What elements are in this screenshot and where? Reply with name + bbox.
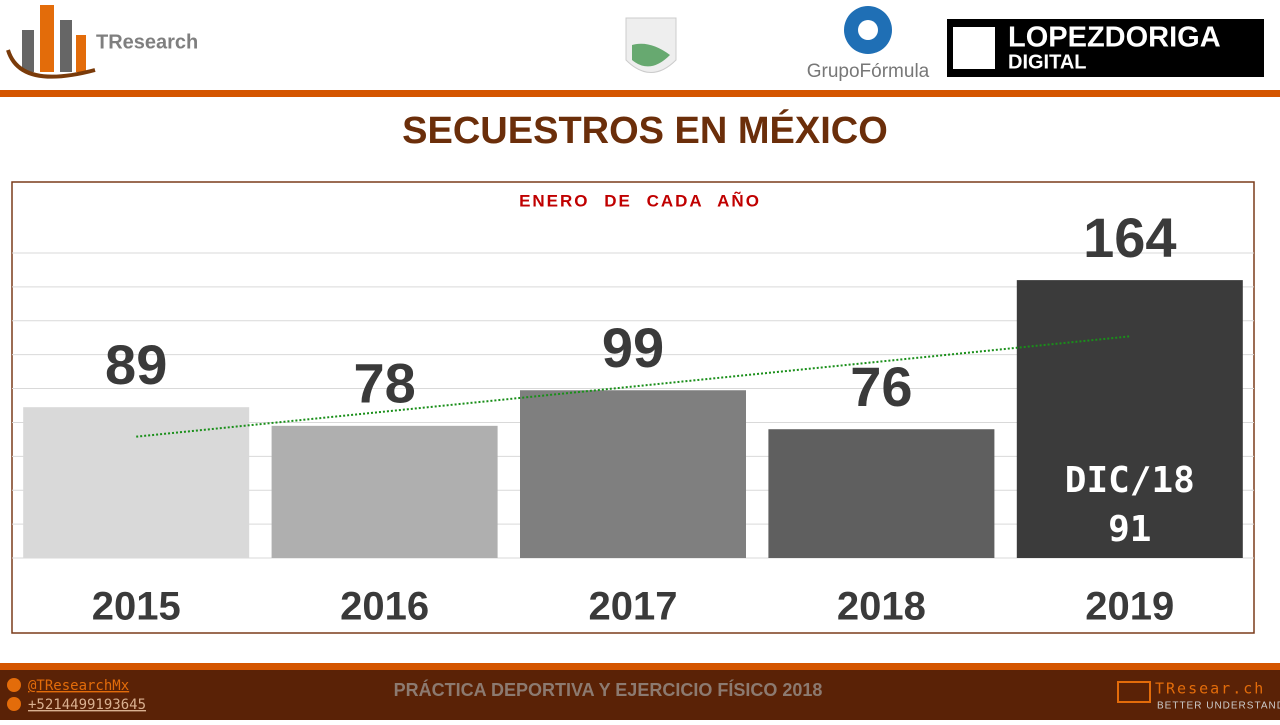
chart-title: SECUESTROS EN MÉXICO <box>402 108 888 152</box>
tresearch-logo <box>6 5 96 79</box>
x-tick-label: 2018 <box>837 585 926 629</box>
value-label: 99 <box>602 316 664 379</box>
partner1: GrupoFórmula <box>807 61 930 82</box>
phone-icon <box>7 697 21 711</box>
x-tick-label: 2015 <box>92 585 181 629</box>
phone[interactable]: +5214499193645 <box>28 697 146 713</box>
partner2-sub: DIGITAL <box>1008 51 1087 73</box>
trendline <box>136 335 1130 438</box>
footer-stripe <box>0 663 1280 670</box>
twitter-icon <box>7 678 21 692</box>
bar <box>23 407 250 558</box>
value-label: 164 <box>1083 206 1176 269</box>
brand: TResearch <box>96 31 198 53</box>
grupo-formula-logo <box>844 6 892 54</box>
bar <box>520 390 746 558</box>
x-tick-label: 2017 <box>589 585 678 629</box>
bar <box>1016 280 1243 558</box>
value-label: 78 <box>353 352 415 415</box>
partner2: LOPEZDORIGA <box>1008 22 1221 54</box>
footer-title: PRÁCTICA DEPORTIVA Y EJERCICIO FÍSICO 20… <box>394 679 823 700</box>
footer-logo <box>1117 681 1151 703</box>
lopezdoriga-icon <box>953 27 995 69</box>
bar <box>768 429 995 558</box>
site[interactable]: TResear.ch <box>1155 680 1265 698</box>
footer-bar <box>0 663 1280 720</box>
lopezdoriga-logo <box>947 19 1264 77</box>
bar <box>271 425 498 558</box>
tagline: BETTER UNDERSTAND <box>1157 701 1280 712</box>
twitter[interactable]: @TResearchMx <box>28 678 129 694</box>
x-tick-label: 2019 <box>1085 585 1174 629</box>
chart-subtitle: ENERO DE CADA AÑO <box>519 190 761 210</box>
plot: 89 2015 78 2016 99 2017 76 2018 164 2019 DIC/18 91 <box>12 206 1254 629</box>
x-tick-label: 2016 <box>340 585 429 629</box>
annotation-label: DIC/18 <box>1065 460 1195 501</box>
value-label: 89 <box>105 333 167 396</box>
value-label: 76 <box>850 355 912 418</box>
sesnsp-logo <box>625 17 677 73</box>
annotation-value: 91 <box>1108 509 1151 550</box>
header-bar <box>0 90 1280 97</box>
